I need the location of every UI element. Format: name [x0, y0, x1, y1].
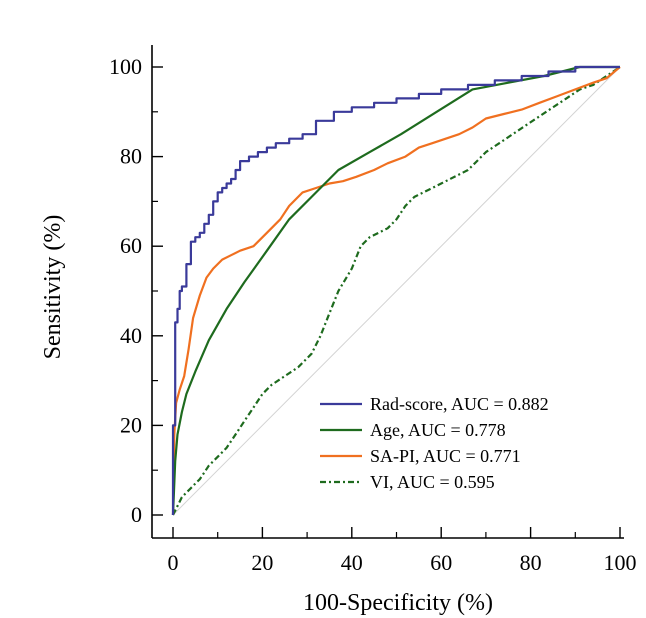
reference-diagonal-line	[172, 66, 621, 516]
legend-label-0: Rad-score, AUC = 0.882	[370, 394, 549, 414]
series-line-1	[171, 65, 620, 516]
x-tick-label: 60	[430, 550, 452, 575]
y-axis-title: Sensitivity (%)	[40, 215, 66, 360]
legend-label-1: Age, AUC = 0.778	[370, 420, 506, 440]
y-tick-label: 20	[120, 412, 142, 437]
x-tick-label: 40	[341, 550, 363, 575]
y-tick-label: 100	[109, 54, 142, 79]
series-line-3	[172, 66, 621, 516]
y-tick-label: 0	[131, 502, 142, 527]
x-tick-label: 0	[168, 550, 179, 575]
legend: Rad-score, AUC = 0.882 Age, AUC = 0.778 SA…	[320, 394, 549, 492]
legend-label-2: SA-PI, AUC = 0.771	[370, 446, 521, 466]
y-tick-label: 60	[120, 233, 142, 258]
x-tick-label: 80	[520, 550, 542, 575]
x-axis-title: 100-Specificity (%)	[303, 590, 493, 616]
series-line-2	[171, 66, 621, 516]
axes: 0 20 40 60 80 100 0 20 40 60 80 100	[109, 45, 637, 575]
plot-area	[171, 65, 621, 516]
y-tick-label: 40	[120, 323, 142, 348]
legend-label-3: VI, AUC = 0.595	[370, 472, 495, 492]
series-line-0	[171, 65, 620, 515]
x-tick-label: 100	[604, 550, 637, 575]
y-tick-label: 80	[120, 144, 142, 169]
x-tick-label: 20	[251, 550, 273, 575]
